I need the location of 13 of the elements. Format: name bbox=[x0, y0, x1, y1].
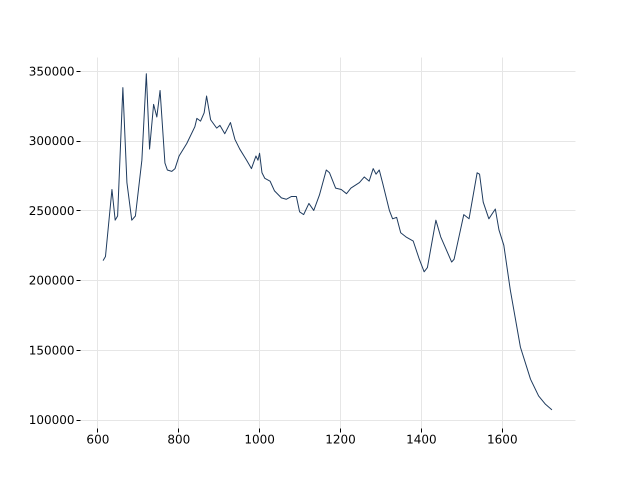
y-tick-label: 150000 bbox=[28, 343, 74, 358]
y-tick-label: 350000 bbox=[28, 64, 74, 78]
x-tick-label: 1000 bbox=[244, 432, 275, 446]
y-tick-label: 300000 bbox=[28, 134, 74, 148]
x-tick-label: 1200 bbox=[325, 432, 356, 446]
line-series bbox=[102, 73, 552, 410]
x-tick-label: 1400 bbox=[406, 432, 437, 446]
x-tick-label: 800 bbox=[167, 432, 190, 446]
y-tick-label: 250000 bbox=[28, 204, 74, 218]
y-tick-label: 200000 bbox=[28, 274, 74, 288]
y-tick-label: 100000 bbox=[28, 413, 74, 428]
x-tick-label: 600 bbox=[86, 432, 110, 446]
x-tick-label: 1600 bbox=[487, 432, 518, 446]
